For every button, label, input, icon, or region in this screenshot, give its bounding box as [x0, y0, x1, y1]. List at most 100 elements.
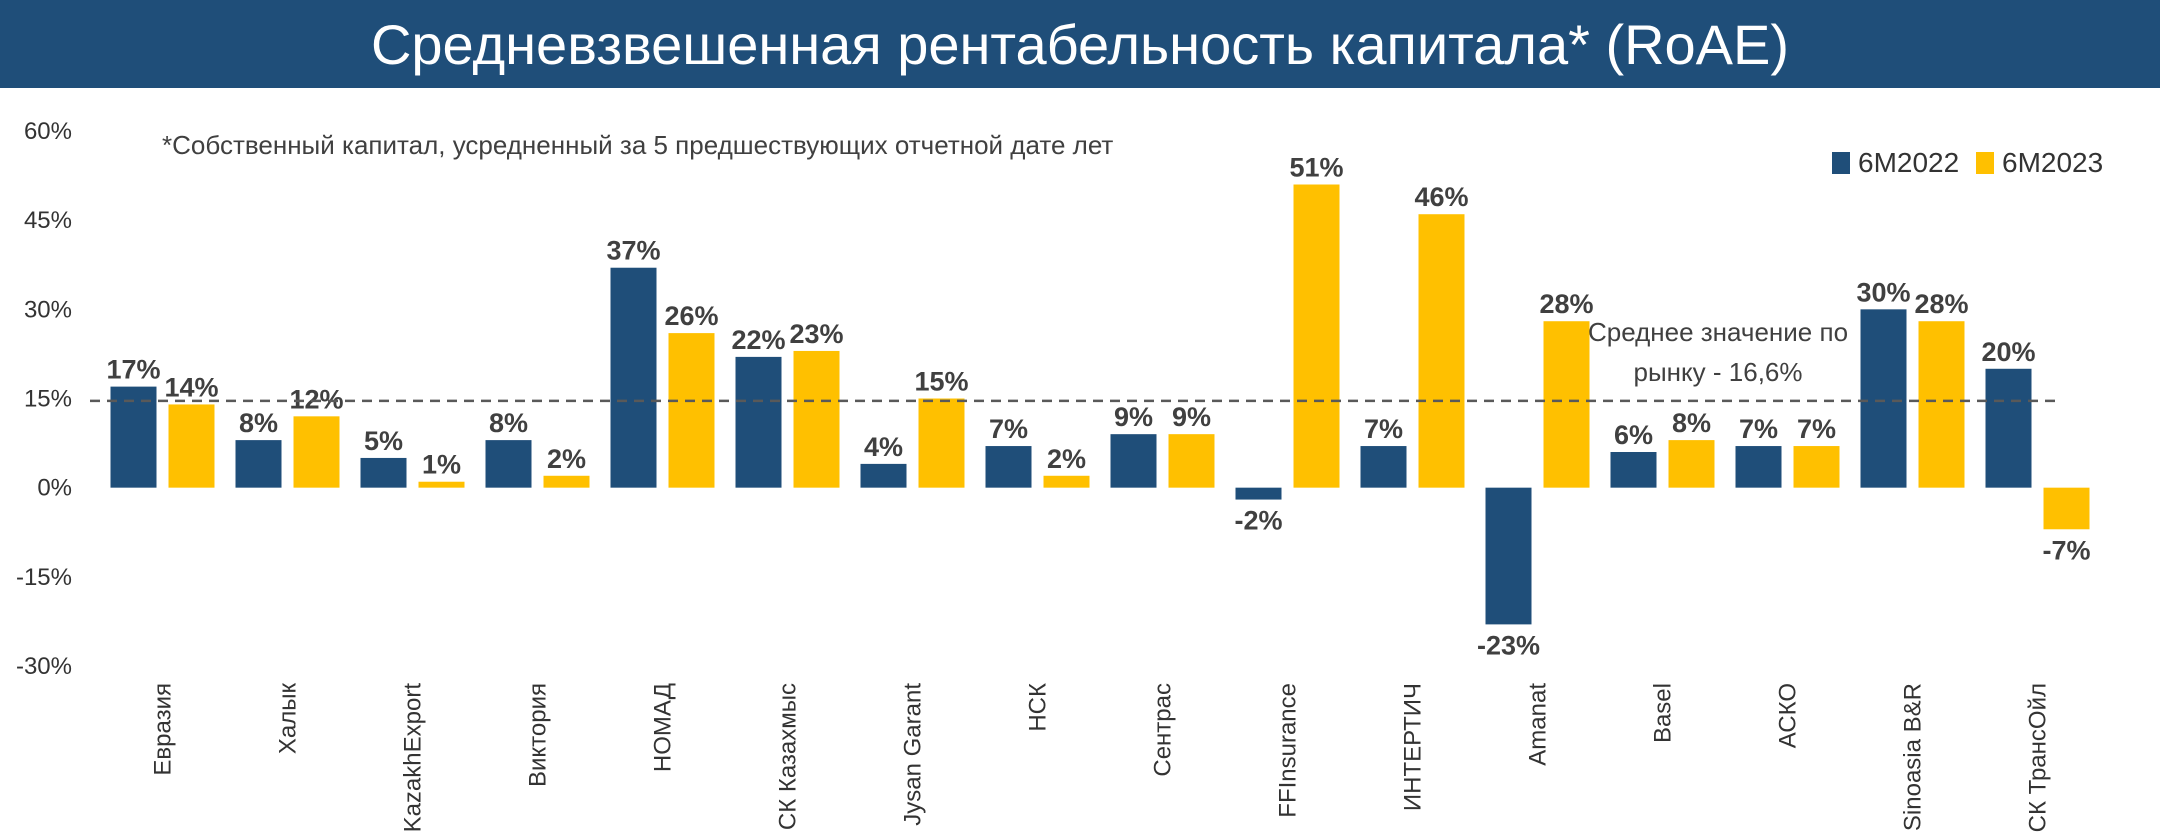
category-label: СК Казахмыс	[775, 683, 802, 830]
bar-series2	[793, 350, 840, 488]
category-label: FFInsurance	[1275, 683, 1302, 818]
y-tick-label: 60%	[24, 118, 72, 145]
category-label: СК ТрансОйл	[2025, 683, 2052, 832]
data-label: 8%	[239, 408, 278, 438]
x-axis-categories: Евразия Халык KazakhExport Виктория НОМАД СК …	[150, 683, 2052, 833]
bar-series2	[2043, 487, 2090, 530]
bar-series1	[1610, 452, 1657, 488]
bar-series1	[1360, 446, 1407, 488]
y-axis: 60% 45% 30% 15% 0% -15% -30%	[16, 118, 72, 680]
y-tick-label: 0%	[37, 475, 72, 502]
category-label: НСК	[1025, 683, 1052, 732]
bar-series1	[1735, 446, 1782, 488]
legend-swatch	[1832, 152, 1850, 174]
category-label: Sinoasia B&R	[1900, 683, 1927, 831]
data-label: 7%	[1364, 414, 1403, 444]
average-label-line1: Среднее значение по	[1588, 317, 1848, 347]
category-label: ИНТЕРТИЧ	[1400, 683, 1427, 811]
data-label: 9%	[1172, 402, 1211, 432]
data-label: 2%	[547, 444, 586, 474]
data-label: 1%	[422, 450, 461, 480]
data-label: 7%	[1797, 414, 1836, 444]
y-tick-label: -30%	[16, 653, 72, 680]
chart-footnote: *Собственный капитал, усредненный за 5 п…	[162, 130, 1113, 160]
data-label: 7%	[1739, 414, 1778, 444]
bar-series2	[168, 404, 215, 488]
category-label: Basel	[1650, 683, 1677, 743]
category-label: НОМАД	[650, 683, 677, 772]
data-label: -23%	[1477, 630, 1540, 660]
category-label: KazakhExport	[400, 683, 427, 833]
chart-title: Средневзвешенная рентабельность капитала…	[370, 12, 1790, 76]
data-label: 15%	[914, 367, 968, 397]
data-label: 7%	[989, 414, 1028, 444]
data-label: 17%	[106, 355, 160, 385]
data-label: 14%	[164, 372, 218, 402]
data-label: 22%	[731, 325, 785, 355]
bar-series1	[1110, 434, 1157, 488]
bar-series2	[1418, 214, 1465, 488]
bar-series2	[293, 416, 340, 488]
bar-series1	[235, 440, 282, 488]
data-label: 28%	[1539, 289, 1593, 319]
bar-series1	[360, 457, 407, 488]
data-label: 30%	[1856, 277, 1910, 307]
data-label: 2%	[1047, 444, 1086, 474]
legend-label: 6М2023	[2002, 147, 2103, 178]
bar-series2	[1668, 440, 1715, 488]
bar-series1	[860, 463, 907, 488]
category-label: Amanat	[1525, 683, 1552, 766]
bar-series1	[610, 267, 657, 488]
bar-series1	[485, 440, 532, 488]
bars	[110, 184, 2090, 625]
bar-series1	[1235, 487, 1282, 500]
category-label: Jysan Garant	[900, 683, 927, 826]
bar-series1	[1985, 368, 2032, 488]
average-line-group: Среднее значение по рынку - 16,6%	[90, 317, 2060, 403]
category-label: Евразия	[150, 683, 177, 776]
legend: 6М2022 6М2023	[1832, 147, 2103, 178]
bar-series2	[1293, 184, 1340, 488]
category-label: АСКО	[1775, 683, 1802, 748]
bar-series2	[1793, 446, 1840, 488]
bar-series1	[1485, 487, 1532, 625]
data-label: 6%	[1614, 420, 1653, 450]
data-label: -7%	[2042, 535, 2090, 565]
bar-series2	[418, 481, 465, 488]
y-tick-label: 45%	[24, 207, 72, 234]
bar-series1	[735, 356, 782, 488]
data-label: 12%	[289, 384, 343, 414]
data-label: 5%	[364, 426, 403, 456]
data-label: 4%	[864, 432, 903, 462]
y-tick-label: 30%	[24, 296, 72, 323]
bar-series2	[543, 475, 590, 488]
category-label: Сентрас	[1150, 683, 1177, 777]
legend-swatch	[1976, 152, 1994, 174]
bar-series1	[985, 446, 1032, 488]
data-label: 8%	[489, 408, 528, 438]
chart-header: Средневзвешенная рентабельность капитала…	[0, 0, 2160, 88]
data-label: 28%	[1914, 289, 1968, 319]
bar-series1	[110, 386, 157, 488]
data-label: 23%	[789, 319, 843, 349]
y-tick-label: 15%	[24, 386, 72, 413]
data-label: 8%	[1672, 408, 1711, 438]
data-labels: 17%14% 8% 12% 5% 1% 8% 2% 37% 26% 22% 23% 4% 15% 7% 2%…	[106, 153, 2090, 661]
bar-series2	[918, 398, 965, 488]
bar-series2	[1043, 475, 1090, 488]
category-label: Халык	[275, 683, 302, 755]
y-tick-label: -15%	[16, 564, 72, 591]
data-label: -2%	[1234, 506, 1282, 536]
bar-series2	[668, 333, 715, 488]
legend-label: 6М2022	[1858, 147, 1959, 178]
data-label: 46%	[1414, 182, 1468, 212]
data-label: 9%	[1114, 402, 1153, 432]
bar-series1	[1860, 309, 1907, 488]
data-label: 20%	[1981, 337, 2035, 367]
data-label: 51%	[1289, 153, 1343, 183]
average-label-line2: рынку - 16,6%	[1634, 357, 1803, 387]
data-label: 37%	[606, 236, 660, 266]
bar-series2	[1918, 321, 1965, 488]
bar-series2	[1543, 321, 1590, 488]
